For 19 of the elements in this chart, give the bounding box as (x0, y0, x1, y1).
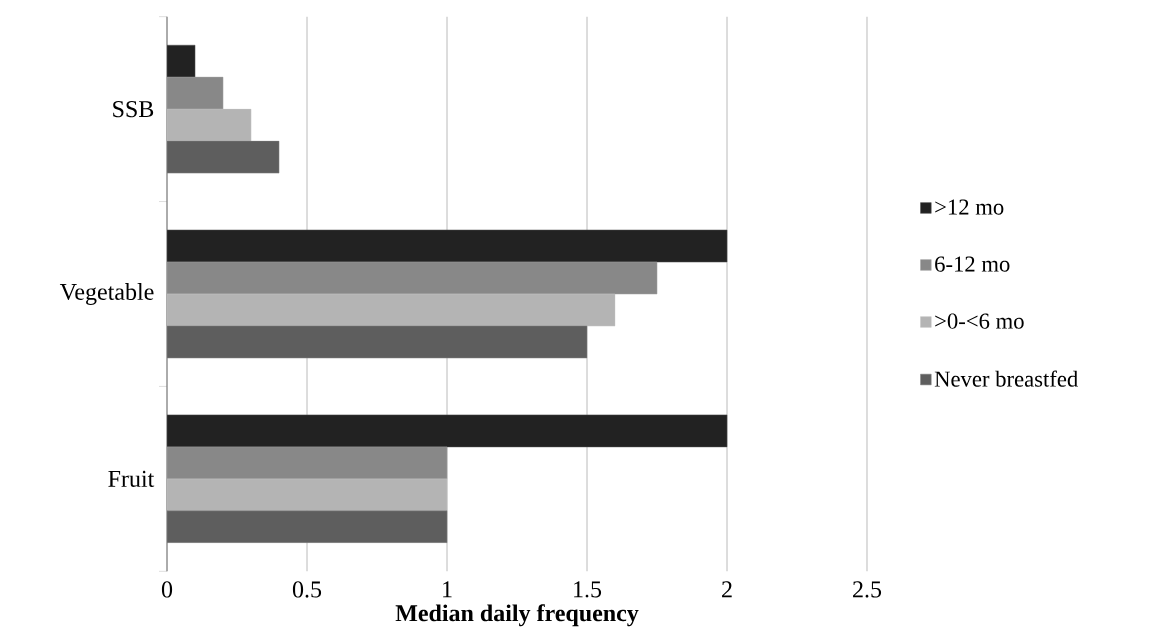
bar (167, 293, 616, 327)
x-axis-title: Median daily frequency (395, 604, 639, 627)
x-tick-label: 0 (161, 581, 173, 598)
y-tick-label: Fruit (108, 470, 155, 487)
x-tick-label: 1.5 (574, 581, 602, 598)
legend-label: >0-<6 mo (935, 313, 1024, 329)
x-tick-label: 0.5 (292, 581, 322, 598)
bar (167, 108, 252, 142)
x-tick-label: 2.5 (853, 581, 882, 598)
legend-label: >12 mo (935, 199, 1004, 215)
legend-label: 6-12 mo (935, 256, 1010, 272)
legend-label: Never breastfed (934, 370, 1078, 387)
x-tick-label: 2 (722, 581, 732, 598)
y-tick-label: SSB (113, 101, 154, 118)
bar (167, 414, 728, 448)
bar (167, 478, 448, 512)
bar (167, 229, 728, 263)
y-tick-label: Vegetable (59, 283, 154, 305)
x-tick-label: 1 (443, 581, 452, 598)
